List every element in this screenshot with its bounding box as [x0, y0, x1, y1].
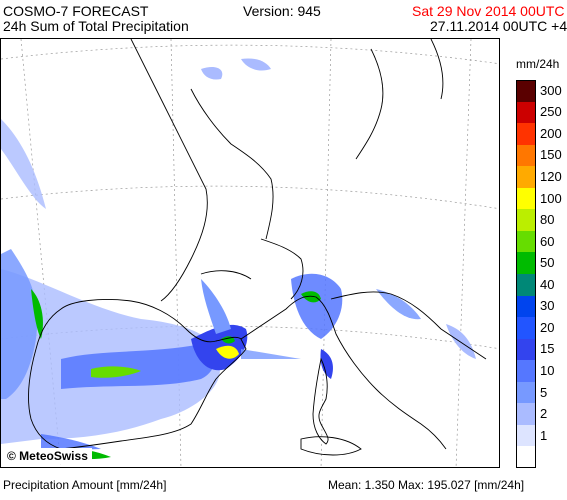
legend-entry: 50	[516, 252, 564, 274]
legend-entry	[516, 446, 564, 468]
legend-label: 60	[540, 233, 555, 249]
legend-label: 50	[540, 255, 555, 271]
legend-label: 80	[540, 212, 555, 228]
legend-entry: 1	[516, 424, 564, 447]
legend-entry: 200	[516, 123, 564, 145]
legend-swatch	[516, 80, 536, 102]
graticule	[1, 39, 499, 467]
legend-swatch	[516, 101, 536, 124]
legend-label: 5	[540, 384, 548, 400]
legend-entry: 10	[516, 360, 564, 382]
legend-label: 2	[540, 406, 548, 422]
legend-swatch	[516, 403, 536, 425]
product-title: 24h Sum of Total Precipitation	[3, 18, 189, 34]
legend-swatch	[516, 187, 536, 210]
legend-swatch	[516, 360, 536, 382]
legend-label: 15	[540, 341, 555, 357]
legend-swatch	[516, 295, 536, 318]
legend-entry: 20	[516, 317, 564, 339]
legend-entry: 30	[516, 295, 564, 318]
legend-label: 30	[540, 298, 555, 314]
legend-swatch	[516, 230, 536, 253]
legend-label: 100	[540, 190, 562, 206]
legend-entry: 150	[516, 144, 564, 167]
model-title: COSMO-7 FORECAST	[3, 3, 149, 19]
legend-label: 120	[540, 168, 562, 184]
valid-time: Sat 29 Nov 2014 00UTC	[412, 3, 565, 19]
map-canvas	[1, 39, 499, 467]
legend-swatch	[516, 338, 536, 361]
legend-entry: 15	[516, 338, 564, 361]
legend-swatch	[516, 274, 536, 296]
footer-amount-label: Precipitation Amount [mm/24h]	[3, 478, 167, 492]
version-label: Version: 945	[243, 3, 321, 19]
legend-swatch	[516, 166, 536, 188]
legend-entry: 250	[516, 101, 564, 124]
legend-label: 200	[540, 125, 562, 141]
legend-label: 10	[540, 362, 555, 378]
legend-entry: 40	[516, 274, 564, 296]
legend-label: 250	[540, 104, 562, 120]
legend-swatch	[516, 317, 536, 339]
precipitation-map	[0, 38, 500, 468]
legend-swatch	[516, 144, 536, 167]
legend-entry: 300	[516, 80, 564, 102]
legend-swatch	[516, 446, 536, 468]
legend-entry: 60	[516, 230, 564, 253]
legend-swatch	[516, 123, 536, 145]
legend-unit: mm/24h	[516, 57, 560, 71]
legend-swatch	[516, 252, 536, 274]
legend-entry: 5	[516, 381, 564, 404]
legend-swatch	[516, 381, 536, 404]
legend-label: 300	[540, 82, 562, 98]
legend-entry: 100	[516, 187, 564, 210]
coastlines	[28, 39, 487, 456]
legend-swatch	[516, 424, 536, 447]
legend-entry: 120	[516, 166, 564, 188]
legend-label: 150	[540, 147, 562, 163]
run-time: 27.11.2014 00UTC +48h	[430, 18, 567, 34]
legend-label: 20	[540, 319, 555, 335]
legend-entry: 80	[516, 209, 564, 231]
legend-label: 40	[540, 276, 555, 292]
legend-swatch	[516, 209, 536, 231]
legend-entry: 2	[516, 403, 564, 425]
copyright-label: © MeteoSwiss	[3, 448, 92, 464]
precipitation-field	[1, 58, 476, 460]
legend-label: 1	[540, 427, 548, 443]
footer-stats: Mean: 1.350 Max: 195.027 [mm/24h]	[328, 478, 525, 492]
